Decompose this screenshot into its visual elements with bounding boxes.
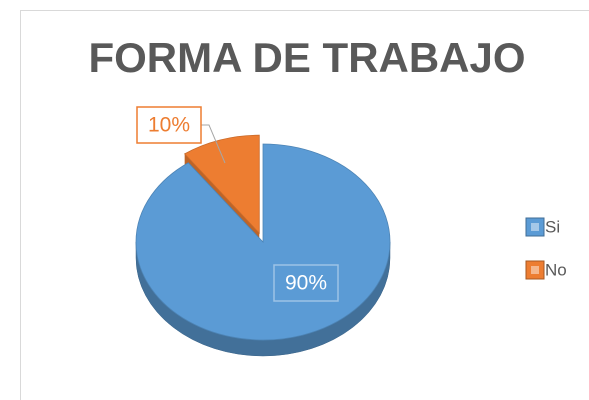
legend-swatch	[525, 260, 545, 280]
legend-label: No	[545, 260, 567, 279]
legend-swatch-highlight	[531, 223, 539, 231]
pie-slice	[184, 134, 260, 235]
legend-label: Si	[545, 217, 560, 236]
data-label-box	[273, 264, 339, 302]
legend-swatch-highlight	[531, 266, 539, 274]
legend-swatch	[525, 217, 545, 237]
chart-title: FORMA DE TRABAJO	[88, 34, 525, 81]
data-label: 10%	[148, 114, 190, 137]
pie-slice	[135, 143, 391, 341]
data-label-box	[136, 106, 202, 144]
leader-line	[201, 124, 226, 164]
legend: Si No	[525, 217, 567, 280]
data-label: 90%	[285, 272, 327, 295]
data-labels: 90% 10%	[136, 106, 339, 302]
